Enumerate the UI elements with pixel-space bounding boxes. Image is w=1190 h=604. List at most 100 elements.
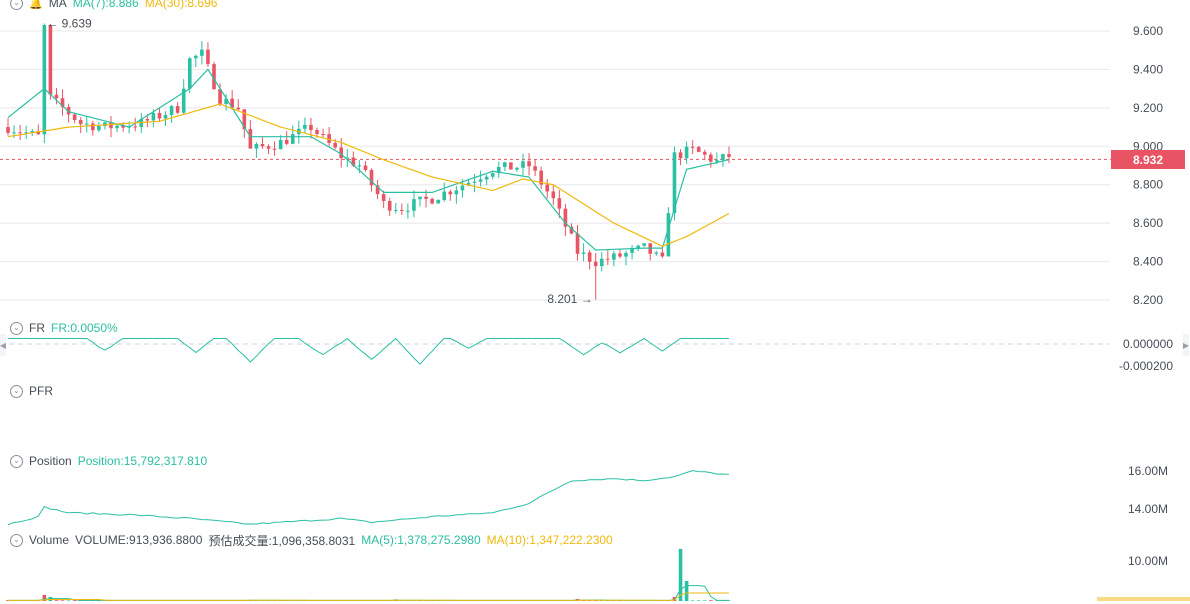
candle xyxy=(388,201,392,211)
ma30-value: MA(30):8.696 xyxy=(145,0,218,10)
candle xyxy=(333,143,337,148)
candle xyxy=(85,124,89,125)
candle xyxy=(667,213,671,256)
candle xyxy=(6,127,10,133)
candle xyxy=(727,154,731,157)
candle xyxy=(703,152,707,155)
candle xyxy=(249,129,253,148)
volume-ma5-line xyxy=(8,586,729,601)
candle xyxy=(448,192,452,195)
ma7-value: MA(7):8.886 xyxy=(73,0,139,10)
candle xyxy=(364,166,368,170)
low-price-label: 8.201 → xyxy=(547,292,592,306)
main-legend: ⌄ 🔔 MA MA(7):8.886 MA(30):8.696 xyxy=(10,0,217,12)
candle xyxy=(455,190,459,194)
candle xyxy=(146,119,150,120)
candle xyxy=(588,252,592,261)
candle xyxy=(115,126,119,129)
candle xyxy=(594,262,598,266)
y-tick-label: 9.400 xyxy=(1133,62,1163,76)
candle xyxy=(533,166,537,170)
candle xyxy=(303,125,307,129)
candle xyxy=(194,56,198,58)
current-price-tag: 8.932 xyxy=(1111,150,1185,169)
candle xyxy=(236,108,240,110)
collapse-toggle-icon[interactable]: ⌄ xyxy=(10,385,23,398)
volume-bar xyxy=(679,549,683,601)
candle xyxy=(358,166,362,167)
position-legend: ⌄ Position Position:15,792,317.810 xyxy=(10,452,207,470)
fr-value: FR:0.0050% xyxy=(51,321,118,335)
y-tick-label: 8.200 xyxy=(1133,293,1163,307)
collapse-toggle-icon[interactable]: ⌄ xyxy=(10,455,23,468)
candle xyxy=(200,50,204,56)
candle xyxy=(685,147,689,158)
volume-y-tick-label: 10.00M xyxy=(1128,554,1168,568)
position-line xyxy=(8,471,729,525)
candle xyxy=(273,149,277,150)
candle xyxy=(164,115,168,118)
volume-bar xyxy=(685,581,689,601)
candle xyxy=(382,194,386,201)
scroll-left-icon[interactable]: ◀ xyxy=(0,334,6,356)
candle xyxy=(551,191,555,198)
scroll-right-icon[interactable]: ▶ xyxy=(1183,334,1189,356)
candle xyxy=(291,134,295,144)
position-value: Position:15,792,317.810 xyxy=(78,454,207,468)
ma30-line xyxy=(8,104,729,246)
candle xyxy=(285,140,289,144)
position-y-tick-label: 14.00M xyxy=(1128,502,1168,516)
candle xyxy=(170,106,174,115)
candle xyxy=(606,259,610,260)
fr-y-tick-label: -0.000200 xyxy=(1119,359,1173,373)
candle xyxy=(545,185,549,192)
bell-icon[interactable]: 🔔 xyxy=(29,0,43,10)
collapse-toggle-icon[interactable]: ⌄ xyxy=(10,0,23,10)
candle xyxy=(176,106,180,113)
fr-line xyxy=(8,339,729,365)
candle xyxy=(715,160,719,161)
candle xyxy=(418,197,422,199)
candle xyxy=(400,210,404,211)
high-price-label: ← 9.639 xyxy=(46,17,92,31)
candle xyxy=(709,155,713,162)
candle xyxy=(436,200,440,204)
candle xyxy=(152,113,156,120)
position-y-tick-label: 16.00M xyxy=(1128,464,1168,478)
candle xyxy=(503,162,507,167)
indicator-name: MA xyxy=(49,0,67,10)
candle xyxy=(527,161,531,166)
candle xyxy=(600,259,604,266)
y-tick-label: 8.400 xyxy=(1133,255,1163,269)
collapse-toggle-icon[interactable]: ⌄ xyxy=(10,322,23,335)
candle xyxy=(473,182,477,183)
candle xyxy=(394,210,398,211)
fr-name: FR xyxy=(29,321,45,335)
y-tick-label: 9.200 xyxy=(1133,101,1163,115)
candle xyxy=(49,25,53,95)
candle xyxy=(55,95,59,98)
candle xyxy=(267,146,271,148)
candle xyxy=(679,152,683,158)
y-tick-label: 8.600 xyxy=(1133,216,1163,230)
candle xyxy=(261,144,265,146)
candle xyxy=(424,197,428,199)
candle xyxy=(43,25,47,134)
collapse-toggle-icon[interactable]: ⌄ xyxy=(10,534,23,547)
candle xyxy=(406,211,410,212)
candle xyxy=(654,253,658,254)
volume-ma10-line xyxy=(8,593,729,600)
candle xyxy=(485,177,489,180)
candle xyxy=(642,243,646,245)
candle xyxy=(133,126,137,127)
candle xyxy=(491,173,495,177)
candle xyxy=(255,144,259,149)
candle xyxy=(509,162,513,169)
candle xyxy=(558,198,562,208)
candle xyxy=(618,253,622,256)
pfr-legend: ⌄ PFR xyxy=(10,382,53,400)
candle xyxy=(18,132,22,133)
candle xyxy=(661,253,665,257)
candle xyxy=(158,113,162,118)
